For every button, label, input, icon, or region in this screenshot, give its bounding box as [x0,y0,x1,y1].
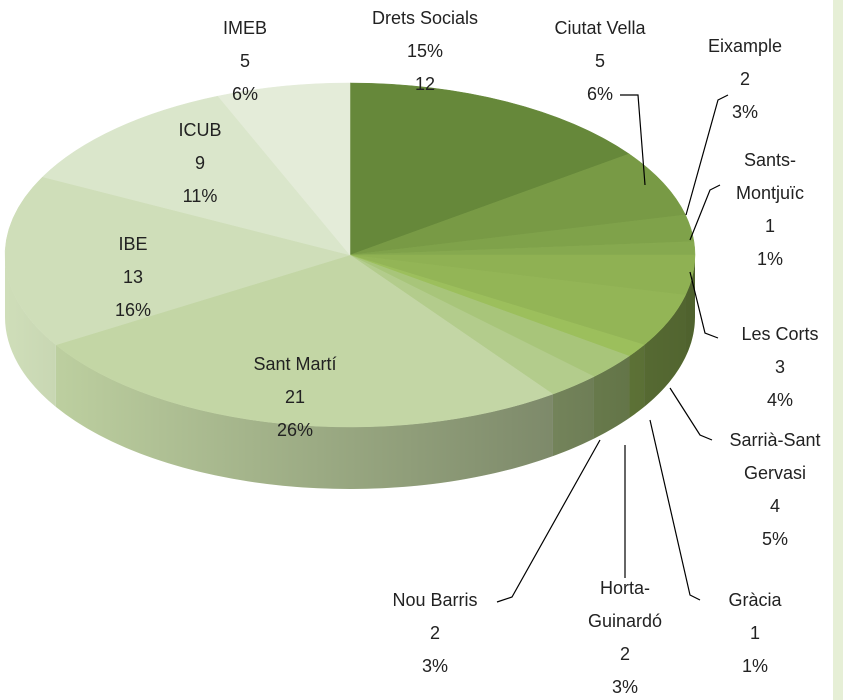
leader-line [620,94,646,186]
label-value: 2 [739,69,750,89]
slice [4,176,351,346]
edge-strip [833,0,843,700]
slice-label: IBE 13 16% [83,228,183,327]
label-percent: 26% [276,420,314,440]
label-name: Ciutat Vella [554,18,646,38]
label-value: 1 [764,216,775,236]
label-percent: 6% [231,84,258,104]
label-name: ICUB [178,120,222,140]
label-name: Sant Martí [253,354,337,374]
label-value: 21 [284,387,306,407]
slice-label: IMEB 5 6% [195,12,295,111]
label-value: 12 [414,74,436,94]
label-percent: 1% [741,656,768,676]
slice-label: Horta-Guinardó 2 3% [570,572,680,700]
leader-line [685,94,729,216]
label-value: 5 [239,51,250,71]
slice [55,254,554,428]
label-name: Gràcia [728,590,782,610]
label-value: 4 [769,496,780,516]
label-percent: 11% [182,186,218,206]
label-percent: 15% [406,41,444,61]
slice-label: Drets Socials 15% 12 [345,2,505,101]
leader-line [496,439,601,603]
label-percent: 16% [114,300,152,320]
slice [349,153,686,256]
leader-line [689,184,721,241]
label-name: Horta-Guinardó [587,578,663,631]
label-value: 9 [194,153,205,173]
slice-label: Ciutat Vella 5 6% [535,12,665,111]
label-name: Drets Socials [371,8,479,28]
slice-label: Eixample 2 3% [690,30,800,129]
slice-label: Sarrià-Sant Gervasi 4 5% [705,424,843,556]
label-value: 5 [594,51,605,71]
label-value: 2 [429,623,440,643]
leader-line [649,419,701,601]
label-name: Sarrià-Sant Gervasi [729,430,821,483]
slice [217,82,351,256]
slice-label: Les Corts 3 4% [720,318,840,417]
label-value: 2 [619,644,630,664]
label-name: Eixample [707,36,783,56]
label-percent: 3% [611,677,638,697]
label-percent: 6% [586,84,613,104]
slice [42,95,351,256]
slice-label: Gràcia 1 1% [705,584,805,683]
label-percent: 5% [761,529,788,549]
side-shade [5,255,695,489]
label-value: 13 [122,267,144,287]
label-name: Sants-Montjuïc [735,150,805,203]
label-percent: 1% [756,249,783,269]
label-name: Nou Barris [392,590,478,610]
label-percent: 3% [731,102,758,122]
leader-line [669,387,713,441]
label-value: 3 [774,357,785,377]
label-name: IMEB [222,18,267,38]
slice-label: Nou Barris 2 3% [370,584,500,683]
label-name: Les Corts [741,324,819,344]
label-percent: 3% [421,656,448,676]
slice-label: ICUB 9 11% [150,114,250,213]
leader-line [689,271,719,339]
label-name: IBE [118,234,148,254]
label-value: 1 [749,623,760,643]
label-percent: 4% [766,390,793,410]
slice [349,82,630,256]
slice-label: Sant Martí 21 26% [225,348,365,447]
slice-label: Sants-Montjuïc 1 1% [715,144,825,276]
